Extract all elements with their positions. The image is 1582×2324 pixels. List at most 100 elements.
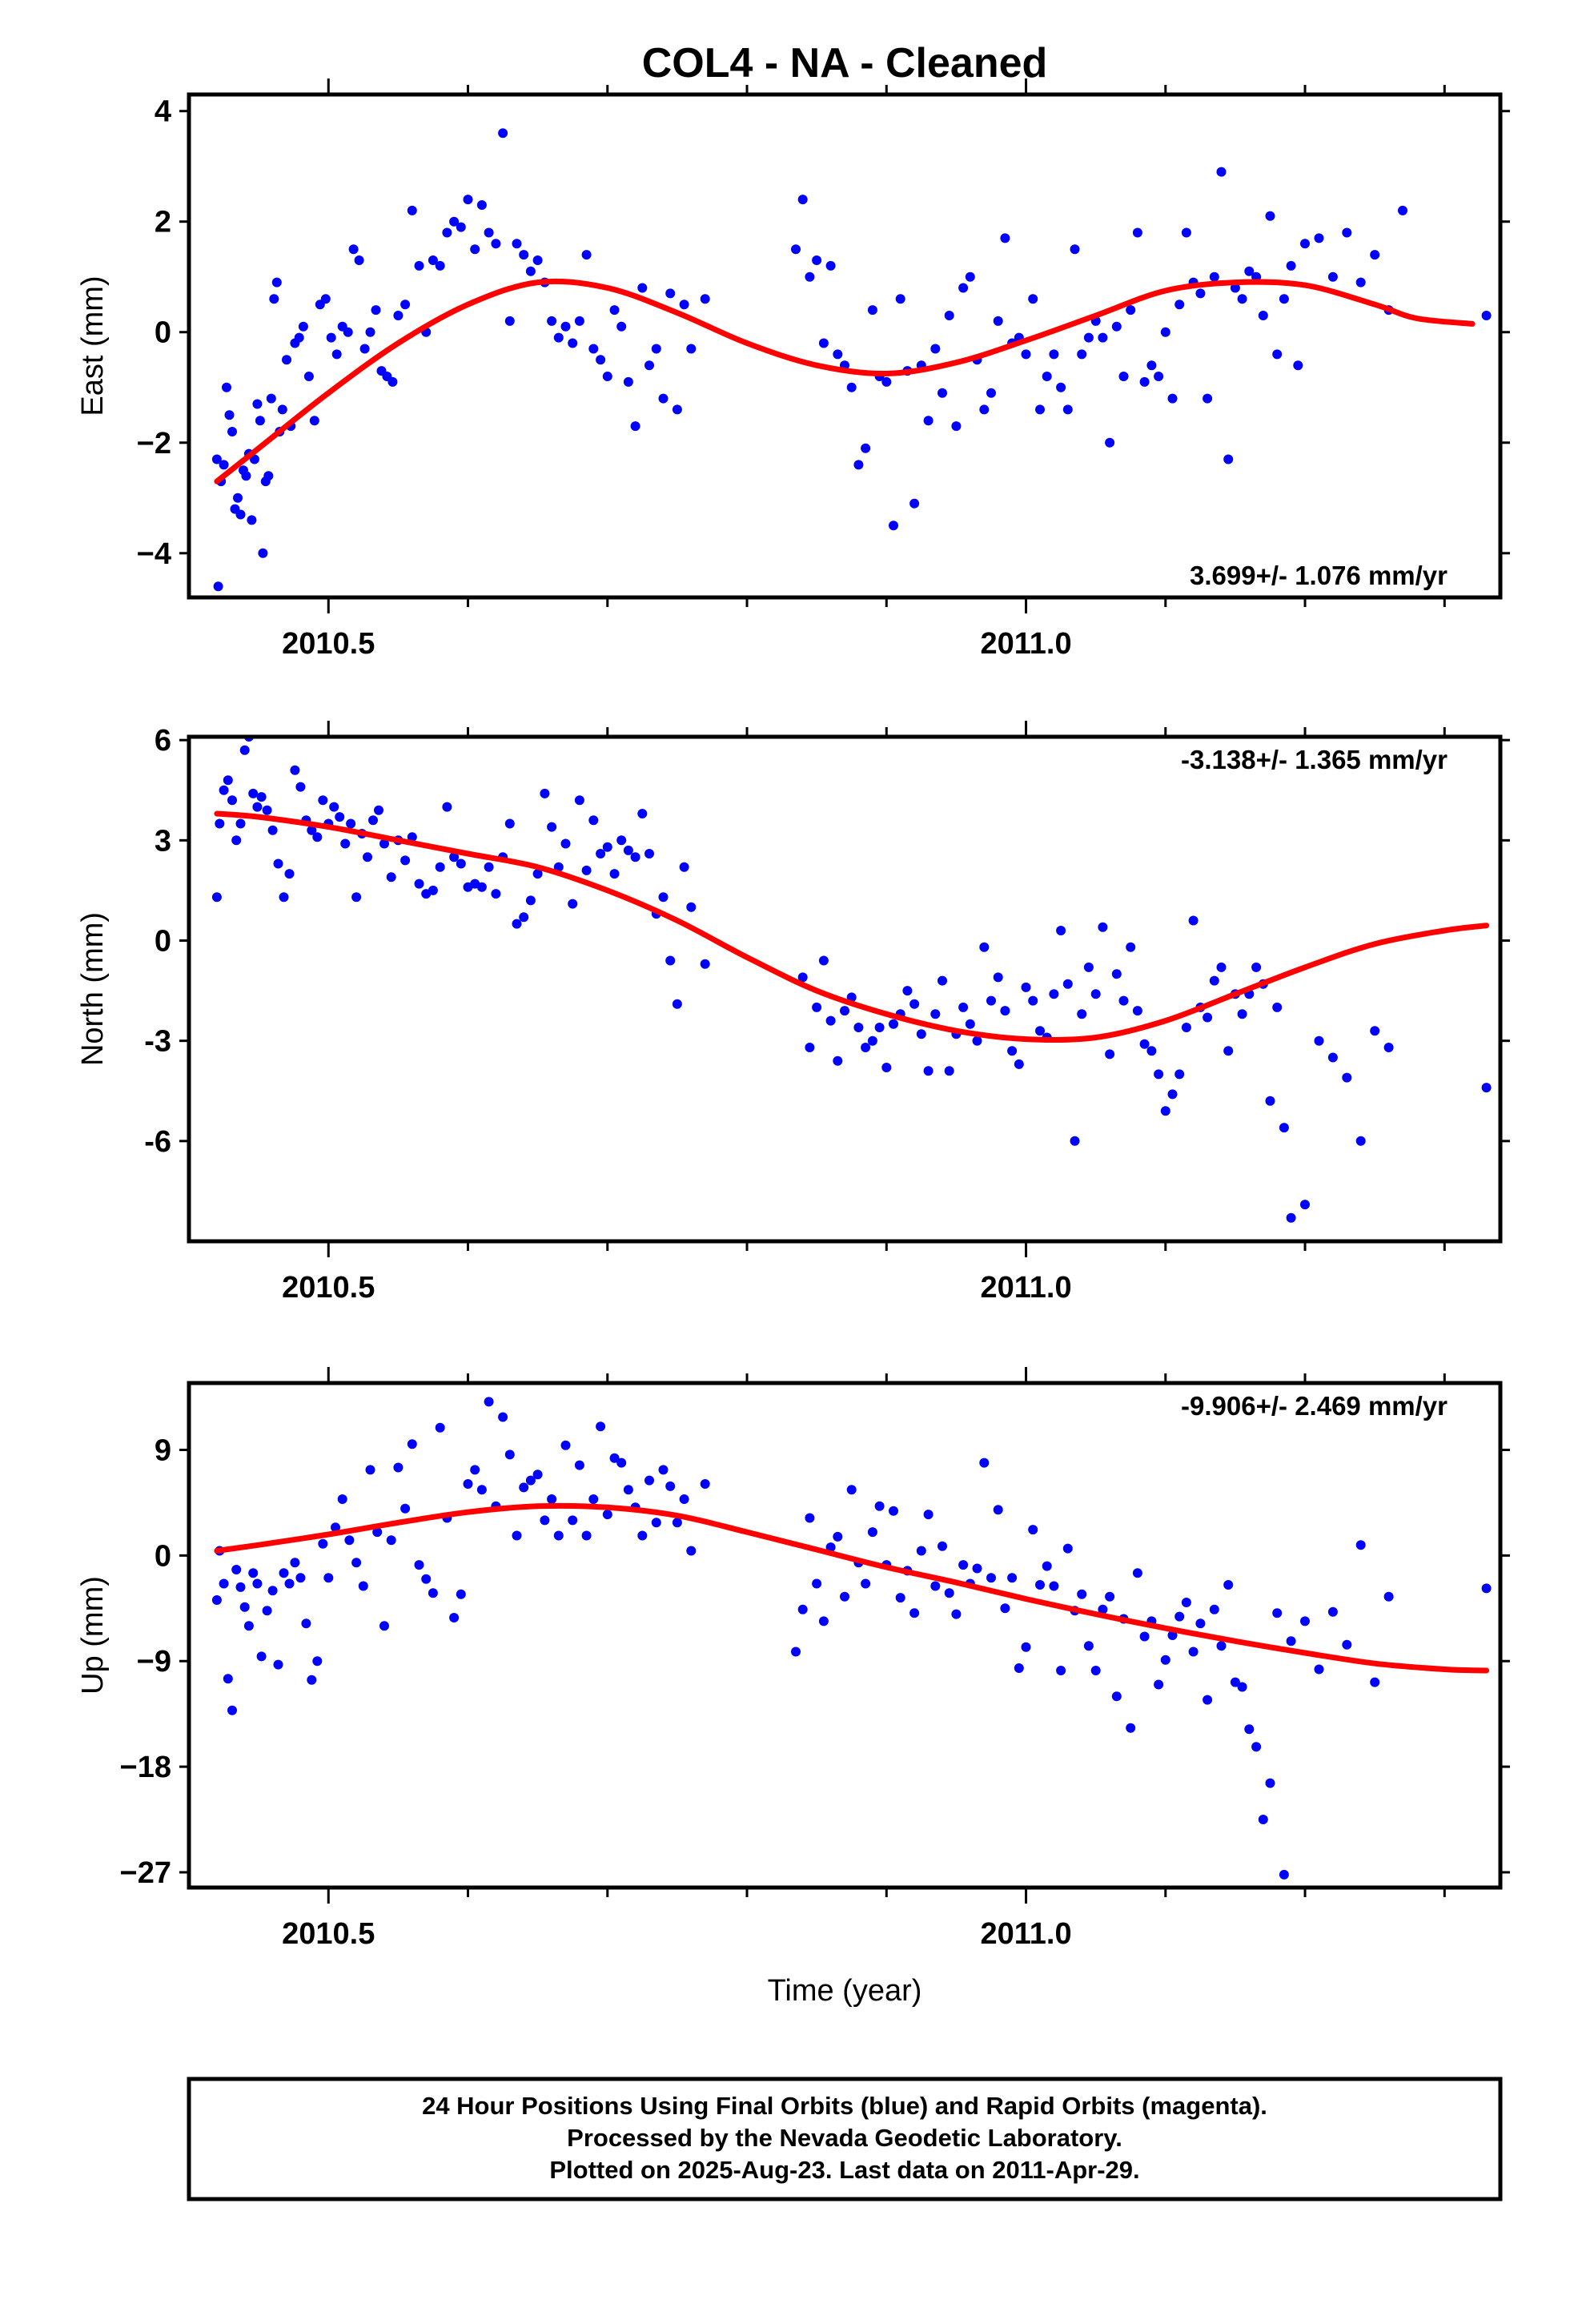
data-point (368, 815, 378, 826)
data-point (630, 852, 640, 862)
data-point (1370, 250, 1380, 260)
east-data-points (211, 128, 1492, 592)
data-point (1098, 332, 1108, 343)
data-point (470, 1465, 480, 1475)
data-point (553, 1530, 564, 1541)
data-point (442, 802, 452, 812)
data-point (1083, 962, 1094, 972)
east-fit-line (214, 278, 1476, 485)
data-point (456, 858, 466, 869)
data-point (846, 1485, 857, 1495)
y-tick-label: -3 (144, 1025, 171, 1059)
data-point (1132, 227, 1142, 238)
data-point (1258, 1815, 1268, 1824)
data-point (979, 942, 990, 952)
data-point (797, 972, 808, 983)
data-point (1028, 294, 1038, 304)
data-point (256, 792, 267, 802)
data-point (840, 1006, 849, 1016)
data-point (1203, 1012, 1213, 1023)
data-point (435, 1422, 445, 1433)
data-point (644, 360, 654, 371)
y-tick-label: 0 (155, 925, 171, 959)
data-point (279, 892, 289, 903)
data-point (846, 382, 857, 392)
data-point (616, 1458, 627, 1468)
data-point (1146, 360, 1157, 371)
x-axis-title: Time (year) (768, 1974, 922, 2008)
data-point (588, 344, 599, 354)
data-point (840, 1591, 849, 1602)
data-point (833, 1055, 843, 1066)
data-point (1293, 360, 1303, 371)
data-point (484, 227, 494, 238)
data-point (581, 865, 592, 875)
data-point (812, 1578, 822, 1589)
data-point (616, 321, 627, 332)
data-point (651, 344, 661, 354)
data-point (1118, 995, 1129, 1006)
data-point (1209, 975, 1219, 986)
data-point (222, 382, 231, 392)
data-point (456, 1589, 466, 1599)
data-point (252, 1578, 263, 1589)
data-point (1481, 1083, 1492, 1093)
data-point (476, 882, 487, 892)
north-panel: 6 3 0 -3 -6 2010.5 2011.0 North (mm) -3.138+/- 1… (76, 721, 1510, 1305)
data-point (979, 404, 990, 415)
data-point (853, 460, 864, 470)
data-point (231, 1565, 242, 1574)
data-point (1209, 1604, 1219, 1614)
data-point (889, 1506, 898, 1516)
x-tick-label: 2010.5 (282, 1271, 375, 1305)
data-point (818, 955, 829, 966)
data-point (1230, 283, 1240, 293)
data-point (1154, 372, 1164, 381)
data-point (231, 835, 242, 846)
data-point (256, 1651, 267, 1662)
data-point (665, 1481, 676, 1491)
data-point (644, 1475, 654, 1486)
data-point (277, 404, 287, 415)
data-point (267, 1586, 278, 1596)
data-point (1049, 1581, 1059, 1591)
data-point (255, 416, 265, 426)
data-point (400, 300, 411, 310)
data-point (679, 300, 689, 310)
data-point (519, 1482, 529, 1493)
data-point (1070, 244, 1080, 255)
footer-line-1: 24 Hour Positions Using Final Orbits (bl… (422, 2092, 1267, 2120)
data-point (923, 416, 934, 426)
up-y-axis-title: Up (mm) (76, 1576, 110, 1695)
data-point (393, 1462, 404, 1473)
data-point (312, 832, 323, 842)
data-point (1098, 922, 1108, 932)
data-point (574, 316, 584, 326)
data-point (679, 1494, 689, 1504)
north-fit-line (214, 810, 1490, 1043)
data-point (853, 1023, 864, 1032)
data-point (944, 1588, 954, 1598)
up-panel: 9 0 −9 −18 −27 2010.5 2011.0 Up (mm) -9.906+/- 2… (76, 1367, 1510, 1951)
data-point (930, 1581, 941, 1591)
data-point (867, 305, 877, 316)
data-point (241, 471, 251, 481)
data-point (400, 855, 411, 866)
data-point (318, 1538, 328, 1549)
data-point (658, 892, 669, 903)
data-point (700, 294, 710, 304)
data-point (825, 1015, 836, 1026)
data-point (307, 1675, 317, 1685)
y-tick-label: -6 (144, 1125, 171, 1159)
data-point (1042, 1561, 1052, 1571)
data-point (1342, 1639, 1352, 1650)
data-point (902, 986, 913, 996)
data-point (393, 311, 404, 320)
data-point (284, 1578, 295, 1589)
data-point (1021, 349, 1031, 360)
data-point (512, 1530, 522, 1541)
data-point (320, 294, 331, 304)
data-point (400, 1503, 411, 1514)
data-point (958, 283, 969, 293)
data-point (672, 999, 682, 1009)
